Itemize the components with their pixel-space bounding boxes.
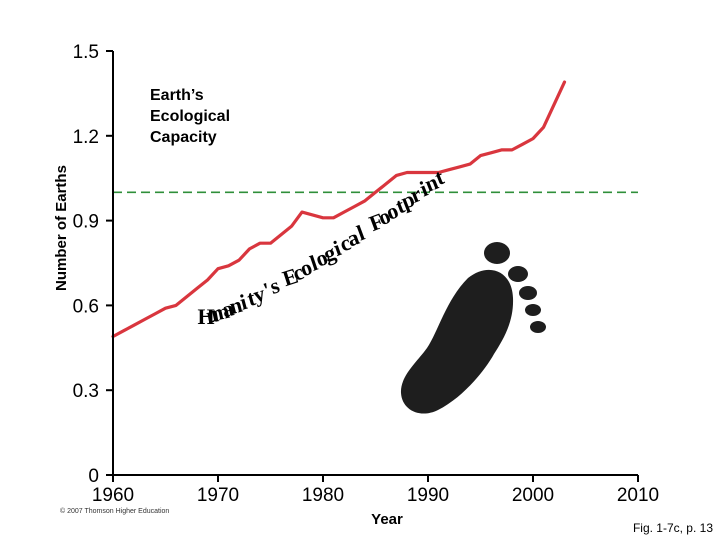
- x-axis-label: Year: [371, 511, 403, 528]
- y-tick-label: 1.2: [73, 127, 99, 148]
- x-axis-ticks: 1960 1970 1980 1990 2000 2010: [92, 475, 659, 506]
- footprint-icon: [400, 242, 546, 414]
- x-tick-label: 2010: [617, 485, 659, 506]
- capacity-annotation: Earth’s Ecological Capacity: [150, 87, 230, 146]
- arc-letter: u: [204, 301, 221, 328]
- y-tick-label: 0.9: [73, 212, 99, 233]
- capacity-label-line-2: Ecological: [150, 108, 230, 125]
- x-tick-label: 2000: [512, 485, 554, 506]
- arc-letter: m: [208, 298, 231, 326]
- y-tick-label: 0: [88, 466, 99, 487]
- x-tick-label: 1970: [197, 485, 239, 506]
- capacity-label-line-3: Capacity: [150, 129, 217, 146]
- x-tick-label: 1960: [92, 485, 134, 506]
- series-line-footprint: [111, 80, 567, 339]
- x-tick-label: 1990: [407, 485, 449, 506]
- arc-letter: H: [197, 304, 214, 329]
- capacity-label-line-1: Earth’s: [150, 87, 204, 104]
- y-tick-label: 0.3: [73, 381, 99, 402]
- figure-caption: Fig. 1-7c, p. 13: [633, 521, 713, 535]
- arc-letter: n: [227, 292, 245, 319]
- y-axis-label: Number of Earths: [53, 165, 70, 291]
- y-tick-label: 0.6: [73, 296, 99, 317]
- copyright-credit: © 2007 Thomson Higher Education: [60, 507, 169, 515]
- x-tick-label: 1980: [302, 485, 344, 506]
- y-tick-label: 1.5: [73, 42, 99, 63]
- y-axis-ticks: 0 0.3 0.6 0.9 1.2 1.5: [73, 42, 113, 487]
